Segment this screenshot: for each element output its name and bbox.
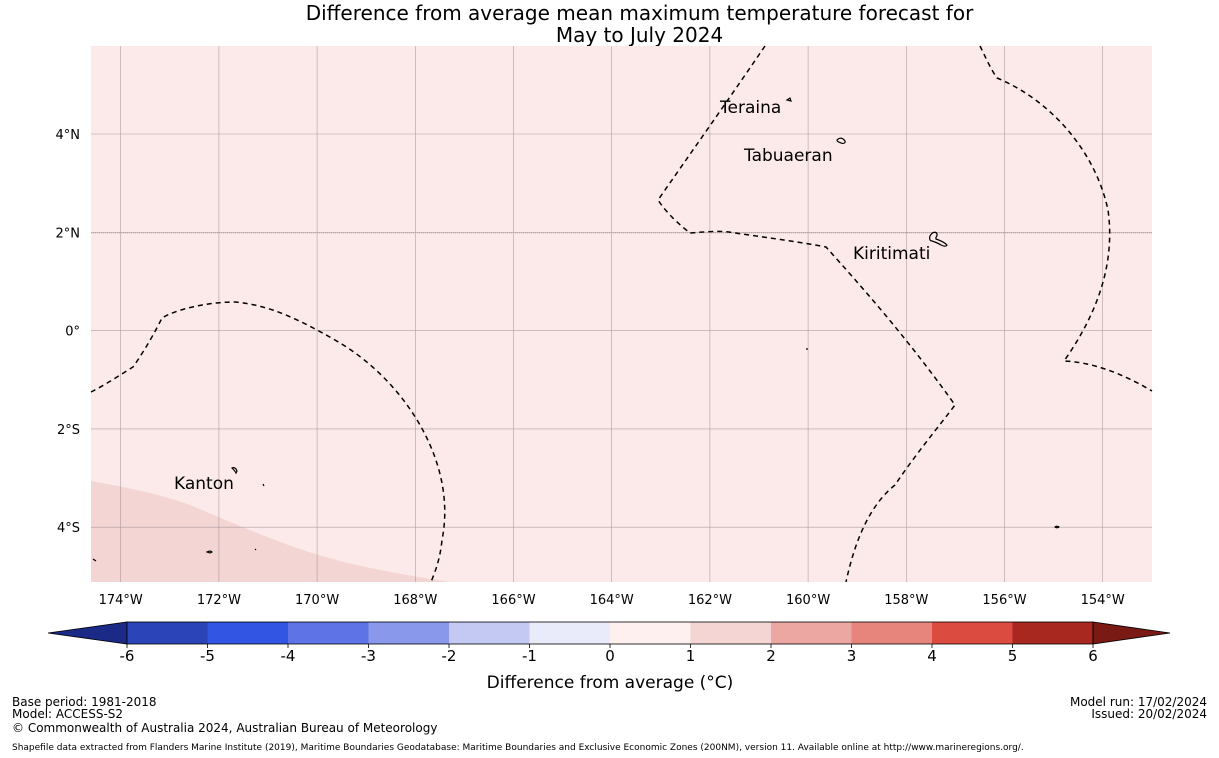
map-title-line-2: May to July 2024 — [555, 23, 724, 47]
colorbar-segment — [610, 622, 691, 644]
colorbar-tick-label: 3 — [847, 647, 857, 665]
longitude-tick-label: 158°W — [884, 593, 928, 608]
longitude-tick-label: 170°W — [295, 593, 339, 608]
longitude-tick-label: 156°W — [982, 593, 1026, 608]
colorbar-segment — [207, 622, 288, 644]
shapefile-credit: Shapefile data extracted from Flanders M… — [12, 743, 1024, 753]
colorbar-tick-label: -4 — [281, 647, 296, 665]
colorbar-tick-label: -1 — [522, 647, 537, 665]
colorbar-segment — [288, 622, 369, 644]
place-label-tabuaeran: Tabuaeran — [743, 146, 833, 166]
longitude-tick-label: 172°W — [197, 593, 241, 608]
latitude-tick-label: 4°N — [56, 128, 81, 143]
kiritimati-island — [929, 231, 948, 247]
small-island-phoenix-2 — [205, 550, 213, 554]
colorbar-tick-label: -2 — [442, 647, 457, 665]
colorbar-segment — [529, 622, 610, 644]
issued-date: Issued: 20/02/2024 — [1091, 707, 1207, 721]
longitude-tick-label: 166°W — [491, 593, 535, 608]
latitude-tick-label: 0° — [65, 325, 80, 340]
place-label-kanton: Kanton — [174, 474, 234, 494]
longitude-tick-label: 154°W — [1081, 593, 1125, 608]
colorbar-tick-label: 6 — [1088, 647, 1098, 665]
latitude-tick-label: 4°S — [57, 521, 80, 536]
model-name-note: Model: ACCESS-S2 — [12, 707, 124, 721]
small-island-sw — [92, 558, 97, 562]
small-island-east — [1054, 525, 1060, 529]
colorbar — [47, 621, 1171, 645]
colorbar-segment — [690, 622, 771, 644]
southwest-anomaly-region — [91, 481, 450, 582]
colorbar-tick-label: 0 — [605, 647, 615, 665]
longitude-tick-label: 164°W — [590, 593, 634, 608]
colorbar-segment — [127, 622, 208, 644]
kanton-island — [230, 467, 238, 475]
colorbar-segment — [449, 622, 530, 644]
model-run-date: Model run: 17/02/2024 — [1069, 695, 1207, 709]
colorbar-tick-label: -5 — [200, 647, 215, 665]
colorbar-tick-label: 5 — [1008, 647, 1018, 665]
map-title-line-1: Difference from average mean maximum tem… — [305, 1, 974, 25]
colorbar-extend-low — [47, 621, 128, 645]
colorbar-tick-label: 1 — [686, 647, 696, 665]
copyright-note: © Commonwealth of Australia 2024, Austra… — [12, 721, 438, 735]
longitude-tick-label: 160°W — [786, 593, 830, 608]
colorbar-segment — [932, 622, 1013, 644]
colorbar-segment — [771, 622, 852, 644]
longitude-tick-label: 162°W — [688, 593, 732, 608]
small-island-phoenix-1 — [262, 483, 265, 487]
longitude-tick-label: 174°W — [99, 593, 143, 608]
colorbar-extend-high — [1092, 621, 1171, 645]
longitude-tick-label: 168°W — [393, 593, 437, 608]
colorbar-segment — [851, 622, 932, 644]
colorbar-segment — [1012, 622, 1093, 644]
teraina-island — [785, 97, 792, 102]
latitude-tick-label: 2°N — [56, 226, 81, 241]
latitude-tick-label: 2°S — [57, 423, 80, 438]
colorbar-tick-label: -6 — [120, 647, 135, 665]
tabuaeran-island — [836, 137, 846, 144]
colorbar-tick-label: 2 — [766, 647, 776, 665]
colorbar-tick-label: -3 — [361, 647, 376, 665]
base-period-note: Base period: 1981-2018 — [12, 695, 157, 709]
graticule — [91, 46, 1152, 582]
small-island-phoenix-3 — [254, 548, 257, 551]
colorbar-segment — [368, 622, 449, 644]
place-label-kiritimati: Kiritimati — [853, 244, 930, 264]
colorbar-tick-label: 4 — [927, 647, 937, 665]
map-background — [91, 46, 1152, 582]
place-label-teraina: Teraina — [719, 98, 781, 118]
colorbar-label: Difference from average (°C) — [486, 673, 734, 693]
